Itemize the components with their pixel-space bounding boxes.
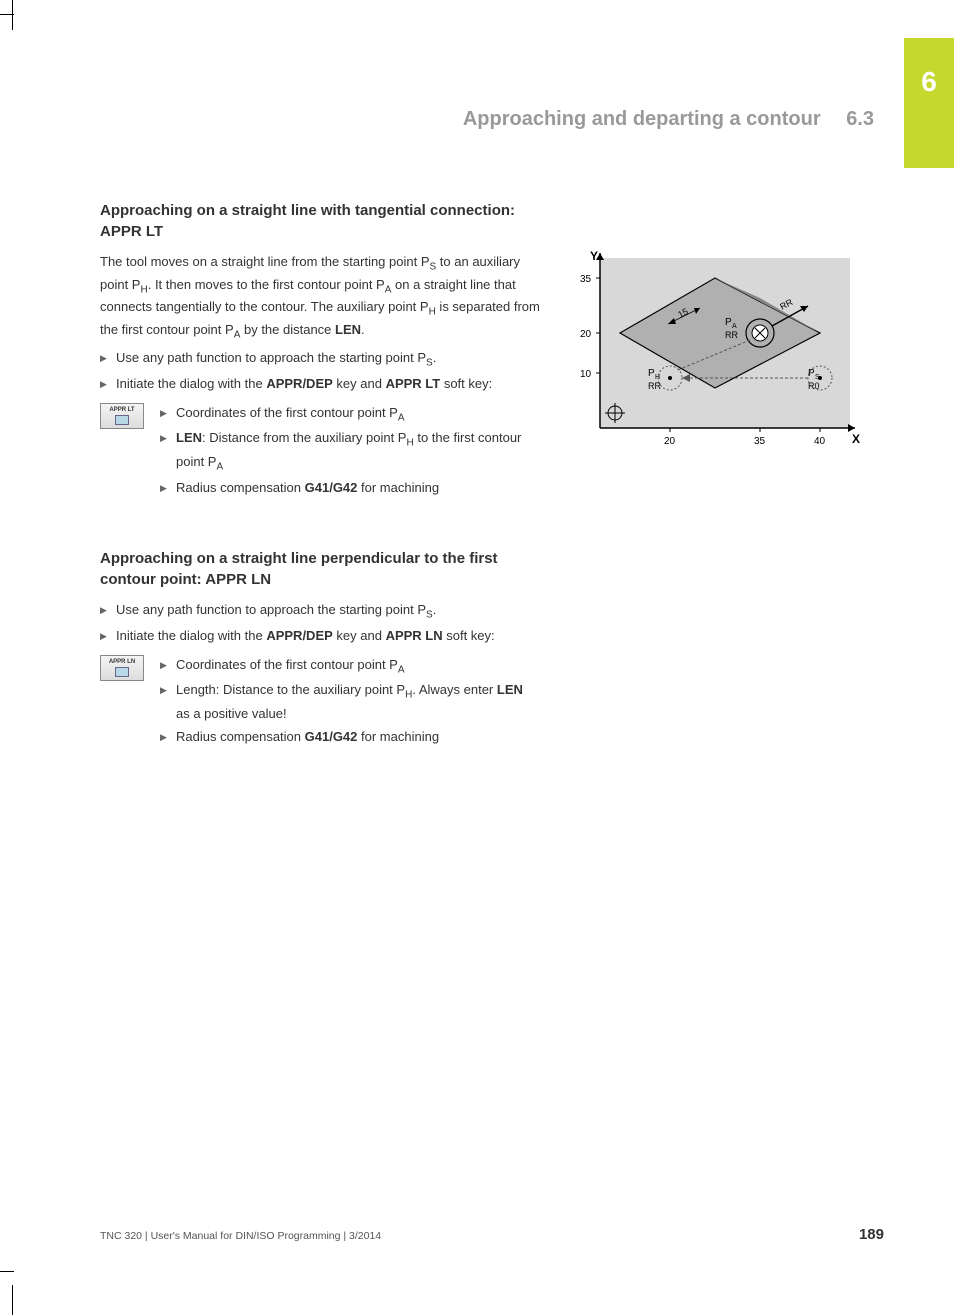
section1-paragraph: The tool moves on a straight line from t…	[100, 252, 540, 342]
ph-sub: H	[655, 374, 660, 381]
y-tick: 20	[580, 329, 592, 340]
section2-softkey-row: APPR LN Coordinates of the first contour…	[100, 655, 540, 758]
header-title: Approaching and departing a contour	[463, 108, 821, 130]
softkey-icon	[115, 415, 129, 425]
axis-y-label: Y	[590, 249, 598, 263]
section1-sub-bullets: Coordinates of the first contour point P…	[160, 403, 540, 501]
section2-sub-bullets: Coordinates of the first contour point P…	[160, 655, 540, 750]
page-header: Approaching and departing a contour 6.3	[100, 108, 874, 131]
list-item: Coordinates of the first contour point P…	[160, 655, 540, 679]
list-item: Initiate the dialog with the APPR/DEP ke…	[100, 626, 540, 647]
list-item: Coordinates of the first contour point P…	[160, 403, 540, 427]
pa-label: P	[725, 317, 732, 328]
x-tick: 40	[814, 436, 826, 447]
approach-diagram: X Y 35 20 10 20 35 40	[560, 248, 860, 458]
y-tick: 10	[580, 369, 592, 380]
softkey-icon	[115, 667, 129, 677]
list-item: Length: Distance to the auxiliary point …	[160, 680, 540, 724]
section1-softkey-row: APPR LT Coordinates of the first contour…	[100, 403, 540, 509]
page-footer: TNC 320 | User's Manual for DIN/ISO Prog…	[100, 1226, 884, 1243]
softkey-appr-lt: APPR LT	[100, 403, 144, 429]
section-number: 6.3	[846, 108, 874, 130]
pa-sub: A	[732, 323, 737, 330]
list-item: Radius compensation G41/G42 for machinin…	[160, 478, 540, 499]
section2-heading: Approaching on a straight line perpendic…	[100, 548, 540, 590]
diagram-container: X Y 35 20 10 20 35 40	[560, 248, 870, 461]
chapter-tab: 6	[904, 38, 954, 168]
crop-mark	[0, 14, 14, 44]
y-tick: 35	[580, 274, 592, 285]
ph-rr: RR	[648, 381, 661, 391]
section1-bullets: Use any path function to approach the st…	[100, 348, 540, 394]
crop-mark	[0, 1271, 14, 1301]
ps-r0: R0	[808, 381, 820, 391]
ps-sub: S	[815, 374, 820, 381]
x-tick: 20	[664, 436, 676, 447]
ps-label: P	[808, 368, 815, 379]
axis-x-label: X	[852, 432, 860, 446]
ph-label: P	[648, 368, 655, 379]
section1-heading: Approaching on a straight line with tang…	[100, 200, 540, 242]
list-item: LEN: Distance from the auxiliary point P…	[160, 428, 540, 475]
page-number: 189	[859, 1226, 884, 1243]
list-item: Radius compensation G41/G42 for machinin…	[160, 727, 540, 748]
softkey-appr-ln: APPR LN	[100, 655, 144, 681]
footer-text: TNC 320 | User's Manual for DIN/ISO Prog…	[100, 1230, 381, 1242]
crop-mark	[12, 0, 42, 30]
x-tick: 35	[754, 436, 766, 447]
list-item: Use any path function to approach the st…	[100, 348, 540, 372]
list-item: Initiate the dialog with the APPR/DEP ke…	[100, 374, 540, 395]
pa-rr: RR	[725, 330, 738, 340]
list-item: Use any path function to approach the st…	[100, 600, 540, 624]
crop-mark	[12, 1285, 42, 1315]
section2-bullets: Use any path function to approach the st…	[100, 600, 540, 646]
